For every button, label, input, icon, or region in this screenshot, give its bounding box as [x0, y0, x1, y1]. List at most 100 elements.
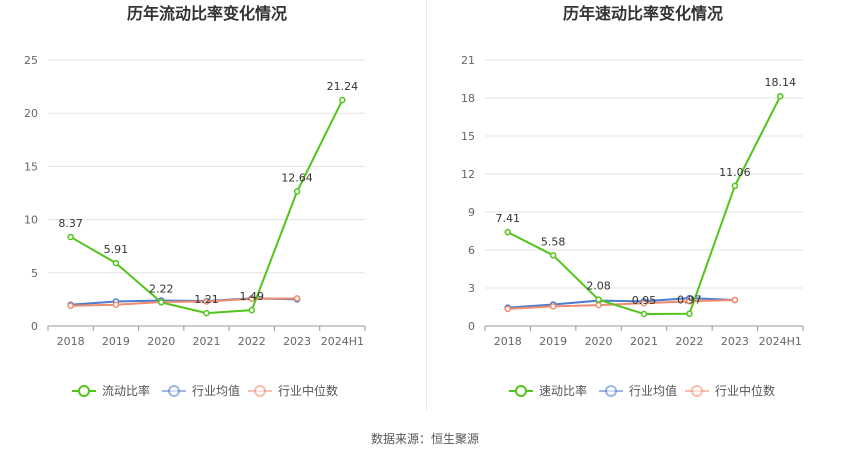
x-tick-label: 2024H1	[759, 335, 802, 348]
y-tick-label: 10	[24, 214, 38, 227]
y-tick-label: 21	[461, 54, 475, 67]
data-label: 18.14	[765, 76, 797, 89]
data-point	[686, 298, 693, 305]
x-tick-label: 2023	[283, 335, 311, 348]
data-label: 2.08	[586, 280, 611, 293]
quick-ratio-chart-panel: 历年速动比率变化情况 0 3 6 9 12 15 18 21 2018 2019 2020 2021 20…	[425, 0, 850, 410]
panel-divider	[426, 0, 427, 410]
legend-label: 流动比率	[102, 383, 150, 398]
y-tick-label: 20	[24, 107, 38, 120]
y-tick-label: 15	[24, 160, 38, 173]
legend-marker	[605, 385, 617, 397]
data-point	[293, 188, 301, 195]
data-point	[777, 92, 784, 100]
x-tick-label: 2022	[238, 335, 266, 348]
legend-item: 行业中位数	[248, 383, 338, 398]
legend-marker	[691, 385, 703, 397]
x-tick-label: 2019	[102, 335, 130, 348]
data-label: 1.49	[240, 290, 265, 303]
data-label: 0.97	[677, 294, 702, 307]
legend-marker	[78, 385, 90, 397]
series-line	[507, 299, 735, 310]
data-point	[504, 305, 511, 313]
data-point	[248, 295, 256, 303]
legend-marker	[254, 385, 266, 397]
data-point	[549, 303, 557, 310]
data-label: 7.41	[495, 212, 520, 225]
y-tick-label: 12	[461, 168, 475, 181]
data-point	[640, 299, 648, 307]
data-point	[67, 233, 74, 241]
data-point	[112, 259, 120, 267]
legend-item: 速动比率	[509, 383, 587, 398]
chart-title: 历年流动比率变化情况	[127, 4, 287, 23]
x-tick-label: 2019	[539, 335, 567, 348]
series-line	[507, 297, 735, 309]
legend-label: 行业均值	[629, 383, 677, 398]
y-tick-label: 0	[31, 320, 38, 333]
data-label: 2.22	[149, 282, 174, 295]
legend-item: 行业中位数	[685, 383, 775, 398]
data-point	[549, 252, 557, 259]
data-source-footer: 数据来源：恒生聚源	[370, 432, 479, 446]
y-tick-label: 0	[468, 320, 475, 333]
data-point	[731, 296, 739, 304]
legend-label: 行业中位数	[715, 383, 775, 398]
x-tick-label: 2021	[193, 335, 221, 348]
series-main: 8.37 5.91 2.22 1.21 1.49 12.64 21.24	[58, 80, 359, 317]
x-tick-label: 2024H1	[321, 335, 364, 348]
series-line	[507, 95, 782, 315]
y-tick-label: 5	[31, 267, 38, 280]
data-point	[248, 306, 256, 314]
data-point	[595, 296, 602, 303]
data-label: 21.24	[327, 80, 359, 93]
data-label: 0.95	[632, 294, 657, 307]
y-tick-label: 15	[461, 130, 475, 143]
legend-item: 行业均值	[599, 383, 677, 398]
legend-item: 流动比率	[72, 383, 150, 398]
data-point	[203, 298, 210, 305]
series-line	[70, 297, 298, 307]
x-tick-label: 2022	[675, 335, 703, 348]
current-ratio-chart: 历年流动比率变化情况 0 5 10 15 20 25 2018 2019 2020 2021 2022…	[24, 4, 366, 398]
data-point	[67, 302, 74, 310]
data-point	[339, 96, 346, 104]
x-tick-label: 2020	[585, 335, 613, 348]
legend-label: 行业均值	[192, 383, 240, 398]
data-point	[112, 301, 120, 308]
data-label: 11.06	[719, 166, 751, 179]
series-main: 7.41 5.58 2.08 0.95 0.97 11.06 18.14	[495, 76, 797, 318]
data-point	[686, 310, 693, 317]
data-point	[640, 310, 648, 318]
data-label: 5.58	[541, 235, 566, 248]
data-point	[203, 309, 210, 317]
quick-ratio-chart: 历年速动比率变化情况 0 3 6 9 12 15 18 21 2018 2019 2020 2021 20…	[461, 4, 804, 398]
data-point	[731, 182, 739, 190]
y-tick-label: 3	[468, 282, 475, 295]
x-tick-label: 2020	[147, 335, 175, 348]
data-label: 8.37	[58, 217, 83, 230]
y-tick-label: 6	[468, 244, 475, 257]
data-point	[595, 301, 602, 309]
data-label: 5.91	[104, 243, 129, 256]
legend-label: 行业中位数	[278, 383, 338, 398]
data-point	[504, 228, 511, 236]
x-tick-label: 2021	[630, 335, 658, 348]
x-tick-label: 2018	[57, 335, 85, 348]
x-tick-label: 2018	[494, 335, 522, 348]
legend-label: 速动比率	[539, 383, 587, 398]
legend-marker	[168, 385, 180, 397]
legend-marker	[515, 385, 527, 397]
current-ratio-chart-panel: 历年流动比率变化情况 0 5 10 15 20 25 2018 2019 2020 2021 2022…	[0, 0, 425, 410]
y-tick-label: 18	[461, 92, 475, 105]
legend-item: 行业均值	[162, 383, 240, 398]
y-tick-label: 25	[24, 54, 38, 67]
x-tick-label: 2023	[721, 335, 749, 348]
data-label: 1.21	[194, 293, 219, 306]
series-line	[70, 99, 344, 315]
y-tick-label: 9	[468, 206, 475, 219]
data-label: 12.64	[281, 172, 313, 185]
data-point	[293, 295, 301, 302]
series-industry-median	[504, 296, 739, 313]
data-point	[157, 299, 165, 306]
